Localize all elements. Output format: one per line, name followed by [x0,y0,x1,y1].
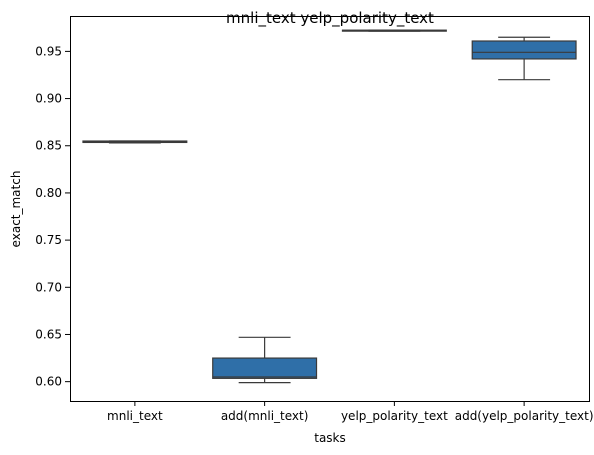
iqr-box [212,357,318,379]
box-add(yelp_polarity_text) [471,36,577,81]
y-tick-label: 0.80 [35,186,62,200]
plot-area [82,29,577,384]
x-axis-label: tasks [314,431,346,445]
box-mnli_text [82,140,188,144]
y-tick-label: 0.60 [35,375,62,389]
chart-title: mnli_text yelp_polarity_text [226,9,434,28]
y-tick-label: 0.75 [35,233,62,247]
y-tick-label: 0.85 [35,139,62,153]
box-yelp_polarity_text [341,29,447,32]
x-axis: mnli_text add(mnli_text) yelp_polarity_tex… [107,401,594,423]
y-tick-label: 0.90 [35,92,62,106]
x-tick-label: add(yelp_polarity_text) [455,409,594,423]
y-axis-label: exact_match [9,171,23,248]
x-tick-label: add(mnli_text) [221,409,309,423]
y-tick-label: 0.65 [35,327,62,341]
y-axis: 0.60 0.65 0.70 0.75 0.80 0.85 0.90 0.95 [35,44,70,389]
y-tick-label: 0.70 [35,280,62,294]
x-tick-label: mnli_text [107,409,163,423]
y-tick-label: 0.95 [35,44,62,58]
box-add(mnli_text) [212,336,318,384]
x-tick-label: yelp_polarity_text [341,409,448,423]
iqr-box [471,40,577,60]
axes-frame [70,16,590,402]
